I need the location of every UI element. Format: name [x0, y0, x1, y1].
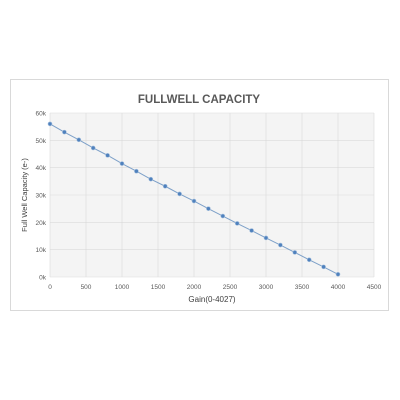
- data-point: [263, 235, 269, 241]
- data-point: [177, 191, 182, 197]
- data-point: [234, 221, 240, 226]
- series-layer: [47, 121, 341, 277]
- data-point: [278, 242, 283, 248]
- y-tick-label: 30k: [36, 193, 47, 200]
- x-tick-label: 2000: [187, 284, 202, 291]
- x-tick-label: 3500: [295, 284, 310, 291]
- data-point: [191, 198, 197, 204]
- data-point: [47, 121, 53, 127]
- x-tick-label: 4000: [331, 284, 346, 291]
- y-tick-label: 50k: [36, 138, 47, 145]
- data-point: [134, 168, 139, 174]
- data-point: [90, 145, 96, 151]
- gridlines: [49, 112, 375, 278]
- data-point: [162, 183, 168, 189]
- data-point: [292, 250, 298, 255]
- data-point: [148, 176, 154, 182]
- data-point: [62, 129, 67, 135]
- x-tick-label: 2500: [223, 284, 238, 291]
- y-tick-label: 20k: [36, 220, 47, 227]
- x-tick-label: 1500: [151, 284, 166, 291]
- y-tick-label: 10k: [36, 247, 47, 254]
- data-point: [321, 264, 326, 270]
- x-axis-label: Gain(0-4027): [188, 295, 235, 304]
- x-tick-label: 1000: [115, 284, 130, 291]
- data-point: [306, 257, 312, 263]
- data-point: [119, 161, 125, 166]
- x-tick-label: 0: [48, 284, 52, 291]
- y-axis-label: Full Well Capacity (e-): [20, 158, 29, 232]
- y-tick-label: 40k: [36, 165, 47, 172]
- tick-labels: 0 500 1000 1500 2000 2500 3000 3500 4000 4500 0k 10…: [36, 111, 382, 292]
- x-tick-label: 3000: [259, 284, 274, 291]
- x-tick-label: 500: [81, 284, 92, 291]
- data-point: [206, 206, 211, 211]
- chart-title: FULLWELL CAPACITY: [138, 94, 261, 106]
- data-point: [76, 137, 82, 143]
- data-point: [249, 228, 254, 233]
- data-point: [105, 153, 110, 158]
- y-tick-label: 60k: [36, 111, 47, 118]
- y-tick-label: 0k: [39, 275, 47, 282]
- data-point: [335, 271, 341, 277]
- x-tick-label: 4500: [367, 284, 382, 291]
- data-point: [220, 213, 226, 219]
